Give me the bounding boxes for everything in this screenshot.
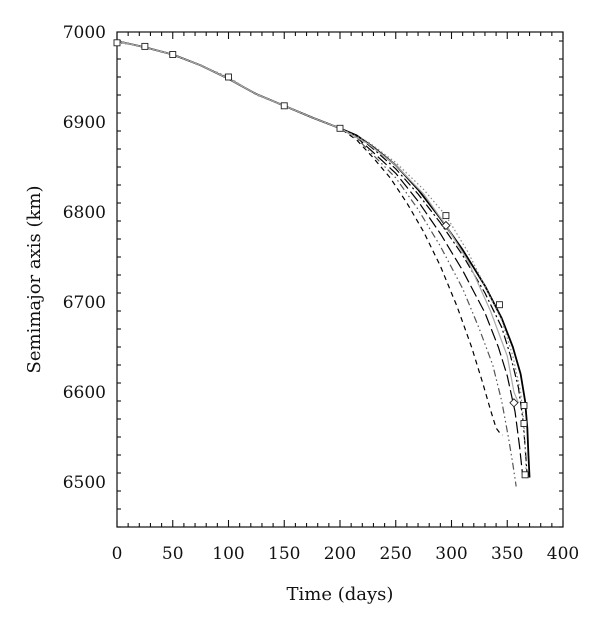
series-6-square-marker	[520, 420, 528, 427]
series-6-square-marker	[225, 73, 232, 81]
x-tick-label: 150	[268, 544, 300, 564]
series-line-4	[116, 40, 517, 487]
series-6-square-marker	[521, 471, 529, 479]
y-tick-label: 6500	[63, 473, 106, 493]
series-6-square-marker	[169, 51, 177, 58]
series-line-6	[116, 42, 527, 474]
series-line-3	[116, 40, 524, 478]
series-line-1	[116, 40, 531, 478]
x-axis-title: Time (days)	[287, 584, 394, 605]
y-tick-label: 6600	[63, 383, 106, 403]
x-tick-label: 100	[212, 544, 244, 564]
x-tick-label: 250	[380, 544, 412, 564]
plot-area-frame	[116, 31, 564, 528]
y-tick-label: 6800	[63, 203, 106, 223]
x-tick-label: 350	[491, 544, 523, 564]
series-7-diamond-marker	[509, 398, 519, 408]
series-7-diamond-marker	[441, 220, 451, 231]
series-line-2	[116, 40, 528, 478]
y-tick-label: 7000	[63, 23, 106, 43]
series-6-square-marker	[336, 124, 344, 132]
x-tick-label: 0	[112, 544, 123, 564]
x-tick-label: 400	[547, 544, 579, 564]
series-6-square-marker	[442, 212, 450, 220]
x-tick-label: 300	[435, 544, 467, 564]
y-axis-title: Semimajor axis (km)	[24, 186, 45, 374]
series-6-square-marker	[495, 301, 503, 309]
x-tick-label: 200	[324, 544, 356, 564]
series-6-square-marker	[141, 42, 149, 50]
y-tick-label: 6900	[63, 113, 106, 133]
x-tick-label: 50	[162, 544, 184, 564]
series-6-square-marker	[520, 402, 528, 409]
series-6-square-marker	[280, 102, 288, 110]
series-6-square-marker	[113, 39, 121, 47]
y-tick-label: 6700	[63, 293, 106, 313]
series-line-5	[116, 40, 504, 436]
series-line-7	[116, 40, 519, 404]
